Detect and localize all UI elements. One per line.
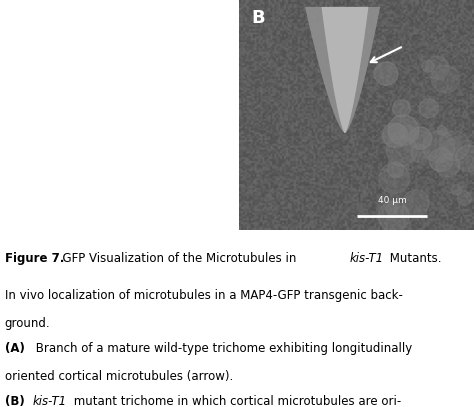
Text: In vivo localization of microtubules in a MAP4-GFP transgenic back-: In vivo localization of microtubules in …: [5, 289, 402, 302]
Circle shape: [379, 163, 410, 193]
Circle shape: [431, 65, 460, 93]
Text: 40 μm: 40 μm: [377, 196, 406, 205]
Circle shape: [438, 126, 447, 135]
Text: (B): (B): [5, 395, 25, 407]
Circle shape: [383, 123, 408, 147]
Text: Mutants.: Mutants.: [386, 252, 442, 265]
Circle shape: [389, 124, 405, 140]
Circle shape: [419, 99, 438, 118]
Text: oriented cortical microtubules (arrow).: oriented cortical microtubules (arrow).: [5, 370, 233, 383]
Text: 40 μm: 40 μm: [138, 196, 167, 205]
Circle shape: [403, 190, 429, 216]
Circle shape: [386, 136, 418, 166]
Text: mutant trichome in which cortical microtubules are ori-: mutant trichome in which cortical microt…: [70, 395, 401, 407]
Circle shape: [458, 182, 467, 190]
Circle shape: [394, 206, 404, 216]
Circle shape: [457, 191, 472, 206]
Text: kis-T1: kis-T1: [350, 252, 384, 265]
Circle shape: [451, 184, 462, 195]
Circle shape: [388, 115, 419, 146]
Circle shape: [411, 144, 429, 163]
Text: kis-T1: kis-T1: [32, 395, 66, 407]
Polygon shape: [305, 7, 380, 133]
Circle shape: [429, 148, 453, 172]
Circle shape: [381, 132, 393, 144]
Circle shape: [400, 125, 416, 141]
Circle shape: [386, 204, 397, 215]
Polygon shape: [321, 7, 368, 133]
Circle shape: [439, 131, 470, 160]
Circle shape: [436, 154, 459, 177]
Text: Branch of a mature wild-type trichome exhibiting longitudinally: Branch of a mature wild-type trichome ex…: [32, 342, 412, 355]
Text: ground.: ground.: [5, 317, 50, 330]
Text: (A): (A): [5, 342, 25, 355]
Circle shape: [456, 145, 474, 172]
Circle shape: [444, 139, 460, 155]
Circle shape: [426, 56, 449, 79]
Text: A: A: [12, 9, 26, 27]
Text: GFP Visualization of the Microtubules in: GFP Visualization of the Microtubules in: [55, 252, 300, 265]
Text: B: B: [251, 9, 264, 27]
Circle shape: [423, 131, 455, 162]
Circle shape: [387, 162, 404, 177]
Text: Figure 7.: Figure 7.: [5, 252, 64, 265]
Circle shape: [374, 62, 398, 85]
Circle shape: [409, 127, 432, 149]
Circle shape: [392, 100, 410, 117]
Circle shape: [422, 61, 434, 72]
Circle shape: [378, 201, 410, 232]
